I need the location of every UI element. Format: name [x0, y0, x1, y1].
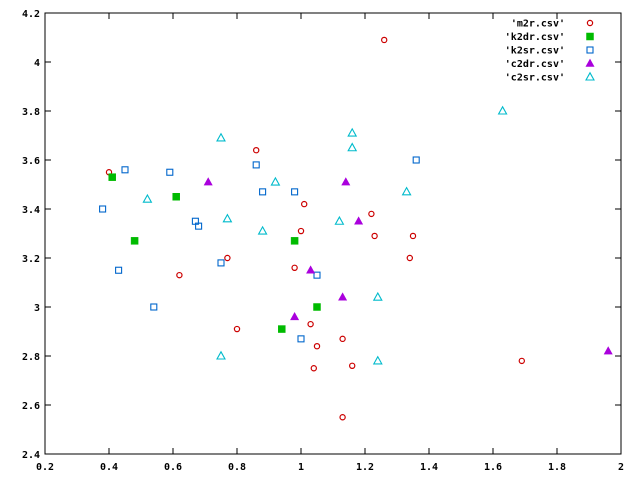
legend: 'm2r.csv' 'k2dr.csv' 'k2sr.csv' 'c2dr.csv' '…	[505, 19, 595, 84]
x-tick-label: 2	[618, 462, 624, 473]
data-point	[222, 213, 233, 223]
data-point	[372, 291, 383, 301]
x-tick-label: 0.4	[100, 462, 118, 473]
series-2	[99, 156, 420, 343]
data-point	[278, 325, 286, 333]
legend-label: 'm2r.csv'	[511, 19, 565, 30]
y-tick-label: 3	[34, 303, 40, 314]
data-point	[115, 266, 123, 274]
series-0	[105, 36, 526, 421]
data-point	[307, 320, 314, 328]
legend-label: 'c2dr.csv'	[505, 59, 565, 70]
y-tick-label: 4	[34, 58, 40, 69]
legend-label: 'k2dr.csv'	[505, 32, 565, 43]
data-point	[297, 335, 305, 343]
data-point	[306, 265, 316, 274]
data-point	[313, 271, 321, 279]
x-tick-label: 1	[298, 462, 304, 473]
data-point	[339, 335, 346, 343]
x-tick-label: 1.4	[420, 462, 438, 473]
data-point	[99, 205, 107, 213]
axis-tick-labels: 0.2 0.4 0.6 0.8 1 1.2 1.4 1.6 1.8 2 2.4 2.6 2.8 3 3.2 3…	[22, 9, 624, 473]
data-points	[99, 36, 613, 421]
y-tick-label: 3.6	[22, 156, 40, 167]
data-point	[603, 346, 613, 355]
y-tick-label: 3.2	[22, 254, 40, 265]
data-point	[108, 173, 116, 181]
y-tick-label: 2.4	[22, 450, 40, 461]
data-point	[334, 215, 345, 225]
data-point	[150, 303, 158, 311]
x-tick-label: 0.2	[36, 462, 54, 473]
data-point	[338, 292, 348, 301]
legend-marker	[586, 32, 594, 41]
data-point	[172, 193, 180, 201]
data-point	[313, 303, 321, 311]
x-tick-label: 0.6	[164, 462, 182, 473]
data-point	[217, 259, 225, 267]
data-point	[368, 210, 375, 218]
data-point	[291, 188, 299, 196]
data-point	[381, 36, 388, 44]
data-point	[291, 264, 298, 271]
data-point	[216, 350, 226, 360]
data-point	[339, 414, 346, 421]
data-point	[301, 200, 308, 208]
data-point	[412, 156, 420, 164]
data-point	[347, 127, 358, 137]
data-point	[166, 168, 174, 176]
series-4	[142, 105, 508, 365]
y-tick-label: 3.4	[22, 205, 40, 216]
data-point	[349, 362, 356, 369]
data-point	[203, 177, 213, 186]
data-point	[341, 177, 351, 186]
data-point	[310, 365, 317, 372]
data-point	[259, 188, 267, 196]
data-point	[233, 325, 241, 333]
data-point	[224, 254, 231, 262]
data-point	[253, 146, 260, 154]
data-point	[195, 222, 203, 230]
data-point	[354, 216, 364, 225]
data-point	[270, 176, 281, 186]
data-point	[372, 355, 383, 365]
legend-marker	[585, 58, 595, 67]
data-point	[290, 237, 299, 245]
data-point	[401, 186, 412, 196]
legend-label: 'k2sr.csv'	[505, 46, 565, 57]
x-tick-label: 1.2	[356, 462, 374, 473]
data-point	[290, 311, 300, 321]
data-point	[409, 232, 417, 240]
y-tick-label: 2.8	[22, 352, 40, 363]
y-tick-label: 2.6	[22, 401, 40, 412]
data-point	[313, 343, 321, 350]
data-point	[130, 237, 139, 245]
data-point	[121, 166, 129, 174]
plot-frame	[44, 12, 622, 455]
x-tick-label: 0.8	[228, 462, 246, 473]
axis-ticks	[45, 13, 621, 454]
data-point	[497, 105, 508, 115]
data-point	[297, 227, 305, 235]
data-point	[142, 193, 153, 203]
data-point	[176, 271, 183, 279]
legend-marker	[585, 71, 595, 81]
data-point	[518, 357, 526, 365]
data-point	[371, 232, 378, 240]
data-point	[257, 225, 268, 235]
legend-label: 'c2sr.csv'	[505, 73, 565, 84]
legend-marker	[586, 46, 594, 54]
series-3	[203, 177, 613, 355]
x-tick-label: 1.8	[548, 462, 566, 473]
data-point	[252, 161, 260, 169]
data-point	[347, 142, 358, 152]
y-tick-label: 3.8	[22, 107, 40, 118]
y-tick-label: 4.2	[22, 9, 40, 20]
series-1	[108, 173, 321, 333]
legend-marker	[586, 19, 594, 27]
data-point	[216, 132, 226, 142]
x-tick-label: 1.6	[484, 462, 502, 473]
data-point	[406, 254, 413, 262]
